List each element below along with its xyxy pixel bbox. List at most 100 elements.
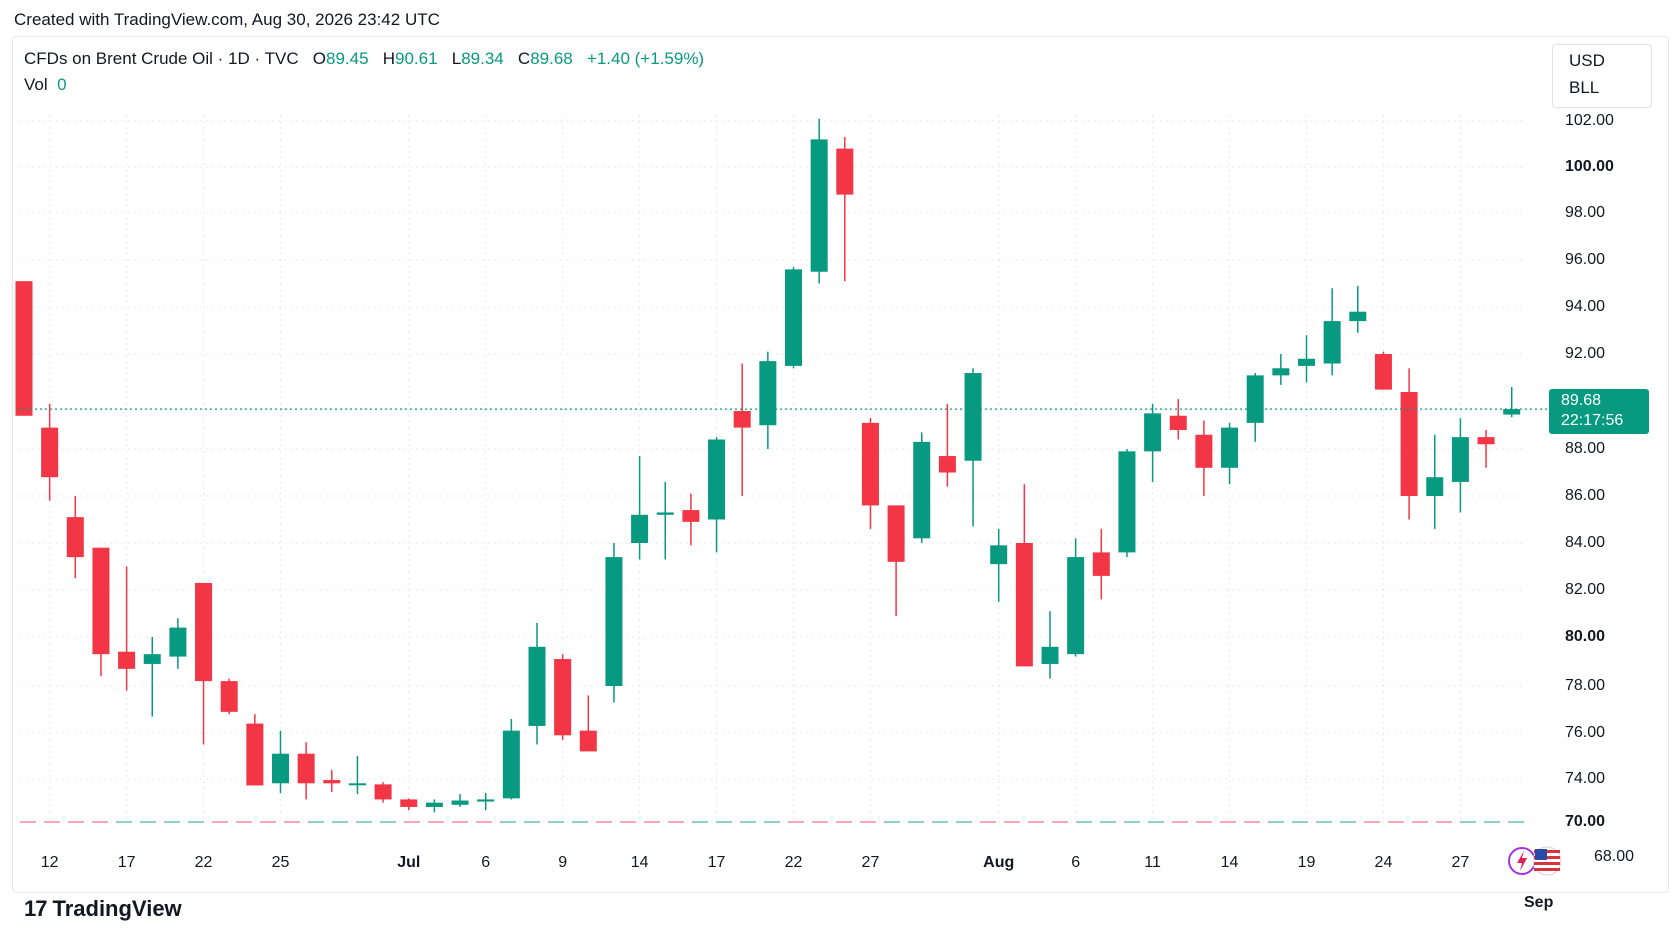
x-tick-label: 11 (1144, 854, 1161, 871)
candle (195, 582, 213, 745)
candle (759, 351, 777, 449)
candle (990, 528, 1008, 602)
x-tick-label: 14 (630, 854, 649, 871)
tradingview-logo[interactable]: 17 TradingView (24, 896, 182, 922)
candle (913, 432, 931, 543)
candle (938, 403, 956, 487)
candle-body (554, 659, 572, 736)
candle (1323, 288, 1341, 376)
axis-corner-value: 68.00 (1594, 848, 1635, 865)
candle (1092, 528, 1110, 600)
candle (708, 437, 726, 553)
candle (810, 118, 828, 284)
low-label: L (451, 49, 462, 68)
candle-body (143, 654, 161, 664)
candle (682, 493, 700, 546)
open-value: 89.45 (326, 49, 369, 68)
candle-body (1041, 646, 1059, 664)
candle-body (631, 514, 649, 543)
candle-body (938, 456, 956, 473)
candle (1477, 430, 1495, 468)
candle-body (1015, 543, 1033, 667)
candle (1400, 368, 1418, 520)
candle-body (990, 545, 1008, 565)
candle (579, 695, 597, 752)
candle (605, 543, 623, 703)
candle (1015, 484, 1033, 667)
y-tick-label: 78.00 (1565, 677, 1606, 694)
x-tick-label: 22 (784, 854, 803, 871)
candle (400, 798, 418, 811)
candle-body (220, 681, 238, 712)
x-tick-label: 17 (707, 854, 726, 871)
axis-settings-icons[interactable] (1508, 844, 1566, 878)
candle-body (374, 784, 392, 800)
candle (1195, 420, 1213, 496)
x-tick-label: 22 (194, 854, 213, 871)
candle-body (785, 269, 802, 366)
candle (1118, 449, 1136, 558)
x-tick-label: 17 (117, 854, 136, 871)
y-tick-label: 98.00 (1565, 204, 1606, 221)
x-tick-label: 24 (1374, 854, 1393, 871)
candle-body (92, 547, 110, 655)
candle-body (1400, 392, 1418, 496)
candle-body (1144, 413, 1162, 452)
candle (246, 714, 264, 786)
candle (1169, 399, 1187, 440)
candle-body (425, 802, 443, 807)
candle-body (1118, 451, 1136, 553)
candle (272, 730, 289, 793)
candle (477, 792, 495, 811)
us-flag-icon (1532, 846, 1562, 876)
candle (348, 756, 366, 795)
candle-body (913, 441, 931, 539)
symbol-legend[interactable]: CFDs on Brent Crude Oil · 1D · TVC O89.4… (24, 49, 704, 69)
tradingview-logo-mark: 17 (24, 896, 48, 921)
currency-unit-selector[interactable]: USD BLL (1552, 44, 1652, 108)
x-tick-label: 19 (1297, 854, 1316, 871)
sep-label: Sep (1524, 894, 1554, 911)
x-tick-label: Jul (397, 854, 421, 871)
candles-layer (15, 118, 1521, 813)
y-tick-label: 74.00 (1565, 770, 1606, 787)
candle (15, 281, 33, 416)
candle (92, 547, 110, 677)
candle-body (605, 557, 623, 686)
candle-body (1323, 321, 1341, 364)
candle-body (1349, 311, 1367, 322)
candle-body (348, 783, 366, 786)
candle-body (41, 427, 59, 478)
y-tick-label: 82.00 (1565, 581, 1606, 598)
high-value: 90.61 (395, 49, 438, 68)
candle (656, 481, 674, 560)
candle (143, 637, 161, 717)
candle (785, 267, 802, 369)
candle-body (272, 753, 289, 784)
candle-body (1246, 375, 1264, 423)
candle (502, 718, 520, 800)
candle-body (1169, 415, 1187, 430)
candle (1221, 422, 1239, 485)
candle (1246, 373, 1264, 442)
candle-body (1221, 427, 1239, 468)
candle-body (246, 723, 264, 786)
candle-body (1272, 368, 1290, 376)
volume-value: 0 (57, 75, 67, 94)
candle (964, 368, 982, 527)
candle (169, 618, 187, 669)
candle-body (1426, 477, 1444, 496)
candle (1144, 403, 1162, 482)
y-tick-label: 84.00 (1565, 534, 1606, 551)
volume-legend[interactable]: Vol 0 (24, 75, 67, 95)
close-value: 89.68 (530, 49, 573, 68)
high-label: H (382, 49, 395, 68)
candle-body (400, 799, 418, 807)
candle (861, 418, 879, 529)
y-tick-label: 86.00 (1565, 487, 1606, 504)
candle (1272, 354, 1290, 385)
x-tick-label: 9 (558, 854, 568, 871)
y-tick-label: 94.00 (1565, 298, 1606, 315)
y-tick-label: 70.00 (1565, 813, 1606, 830)
